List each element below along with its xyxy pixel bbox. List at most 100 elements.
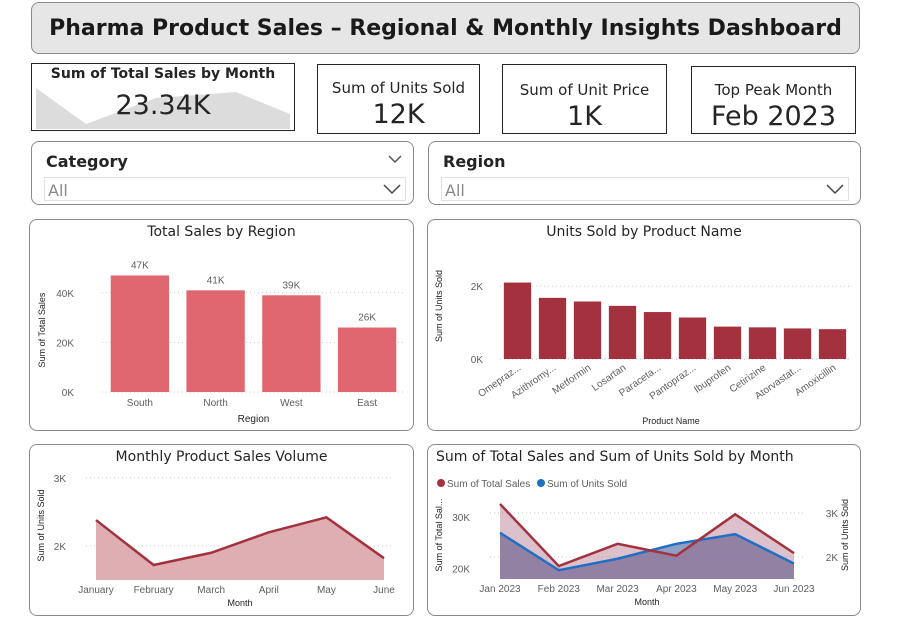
y-tick-label: 0K — [471, 355, 484, 366]
y2-tick-label: 2K — [826, 553, 839, 564]
panel-units-by-product[interactable]: Units Sold by Product Name 0K 2K Omepraz..… — [427, 219, 861, 431]
chart-sales-by-region: 0K 20K 40K 47K South 41K North 39K West 26K East Re… — [37, 260, 405, 425]
slicer-region-value: All — [445, 181, 465, 200]
x-tick-label: East — [357, 398, 377, 409]
y-tick-label: 3K — [54, 474, 67, 485]
dashboard-title-bar: Pharma Product Sales – Regional & Monthl… — [31, 2, 860, 54]
x-tick-label: May 2023 — [713, 584, 757, 595]
bar-product — [748, 327, 777, 359]
panel-sales-units-by-month[interactable]: Sum of Total Sales and Sum of Units Sold… — [427, 444, 861, 616]
chart-units-by-product: 0K2KOmepraz...Azithromy...MetforminLosar… — [434, 270, 850, 426]
bar-east — [337, 327, 397, 392]
x-tick-label: Metformin — [550, 362, 593, 397]
card-peak-month[interactable]: Top Peak Month Feb 2023 — [691, 66, 856, 134]
slicer-category[interactable]: Category All — [31, 141, 414, 205]
card-units-label: Sum of Units Sold — [331, 79, 466, 97]
data-label: 26K — [358, 313, 376, 324]
y-axis-title: Sum of Units Sold — [36, 489, 46, 561]
x-axis-title: Month — [634, 597, 659, 607]
y-axis-title: Sum of Total Sales — [37, 292, 47, 367]
card-units-sold[interactable]: Sum of Units Sold 12K — [317, 64, 480, 134]
data-label: 41K — [207, 275, 225, 286]
dashboard-title: Pharma Product Sales – Regional & Monthl… — [49, 15, 842, 41]
chart-title-sales-units-by-month: Sum of Total Sales and Sum of Units Sold… — [436, 449, 794, 465]
bar-product — [783, 328, 812, 359]
bar-product — [503, 282, 532, 359]
x-tick-label: Feb 2023 — [538, 584, 581, 595]
x-tick-label: Mar 2023 — [596, 584, 639, 595]
x-axis-title: Region — [238, 414, 270, 425]
card-sparkline — [36, 88, 290, 129]
bar-product — [643, 312, 672, 359]
slicer-region-dropdown[interactable]: All — [441, 177, 849, 201]
card-sales-by-month[interactable]: Sum of Total Sales by Month 23.34K — [31, 63, 295, 131]
y-tick-label: 2K — [54, 542, 67, 553]
card-peak-value: Feb 2023 — [710, 101, 837, 132]
card-sales-value: 23.34K — [115, 90, 211, 121]
slicer-category-title: Category — [46, 152, 128, 171]
bar-product — [573, 301, 602, 359]
y-tick-label: 0K — [62, 388, 75, 399]
bar-product — [538, 297, 567, 359]
x-tick-label: March — [197, 585, 225, 596]
x-tick-label: North — [203, 398, 227, 409]
data-label: 47K — [131, 260, 149, 271]
x-axis-title: Product Name — [642, 416, 700, 426]
panel-sales-by-region[interactable]: Total Sales by Region 0K 20K 40K 47K South 41… — [29, 219, 414, 431]
x-tick-label: Jan 2023 — [479, 584, 521, 595]
x-tick-label: Ibuprofen — [692, 362, 733, 395]
slicer-region[interactable]: Region All — [428, 141, 861, 205]
x-tick-label: South — [127, 398, 153, 409]
slicer-region-title: Region — [443, 152, 506, 171]
y-tick-label: 2K — [471, 282, 484, 293]
panel-monthly-volume[interactable]: Monthly Product Sales Volume 2K 3K January… — [29, 444, 414, 616]
chevron-down-icon[interactable] — [388, 154, 402, 164]
y-tick-label: 20K — [452, 565, 470, 576]
bar-product — [608, 305, 637, 359]
bar-product — [818, 329, 847, 359]
series-line-units — [499, 531, 795, 572]
chevron-down-icon — [826, 184, 844, 195]
data-label: 39K — [282, 280, 300, 291]
x-tick-label: May — [317, 585, 336, 596]
slicer-category-value: All — [48, 181, 68, 200]
y-tick-label: 40K — [56, 289, 74, 300]
x-tick-label: West — [280, 398, 303, 409]
chart-sales-units-by-month: Sum of Total Sales Sum of Units Sold 20K 30… — [434, 479, 850, 607]
x-tick-label: June — [373, 585, 395, 596]
x-tick-label: February — [134, 585, 174, 596]
card-unit-price[interactable]: Sum of Unit Price 1K — [502, 64, 667, 134]
card-price-label: Sum of Unit Price — [519, 81, 650, 99]
legend-marker-units — [537, 479, 545, 487]
series-line — [95, 515, 385, 567]
x-tick-label: April — [259, 585, 279, 596]
x-tick-label: January — [78, 585, 114, 596]
y-tick-label: 20K — [56, 338, 74, 349]
area-fill — [96, 517, 384, 580]
x-axis-title: Month — [227, 598, 252, 608]
legend-label-units: Sum of Units Sold — [547, 479, 627, 490]
chevron-down-icon — [383, 184, 401, 195]
legend-label-sales: Sum of Total Sales — [447, 479, 530, 490]
chart-title-sales-by-region: Total Sales by Region — [147, 224, 296, 240]
chart-title-monthly-volume: Monthly Product Sales Volume — [115, 449, 328, 465]
bar-north — [186, 290, 245, 392]
bar-product — [678, 317, 707, 359]
y2-tick-label: 3K — [826, 509, 839, 520]
chart-monthly-volume: 2K 3K January February March April May June Mont… — [36, 474, 395, 608]
card-units-value: 12K — [372, 99, 425, 130]
y-tick-label: 30K — [452, 513, 470, 524]
bar-west — [262, 295, 321, 392]
card-peak-label: Top Peak Month — [714, 81, 833, 99]
card-price-value: 1K — [567, 101, 602, 132]
series-line-sales — [499, 503, 795, 568]
x-tick-label: Jun 2023 — [773, 584, 815, 595]
area-sales — [500, 503, 794, 579]
card-sales-label: Sum of Total Sales by Month — [50, 66, 276, 82]
legend-marker-sales — [437, 479, 445, 487]
bar-south — [110, 275, 170, 392]
y-axis-title: Sum of Total Sal... — [434, 499, 444, 572]
y-axis-title: Sum of Units Sold — [434, 270, 444, 342]
slicer-category-dropdown[interactable]: All — [44, 177, 406, 201]
x-tick-label: Apr 2023 — [656, 584, 697, 595]
